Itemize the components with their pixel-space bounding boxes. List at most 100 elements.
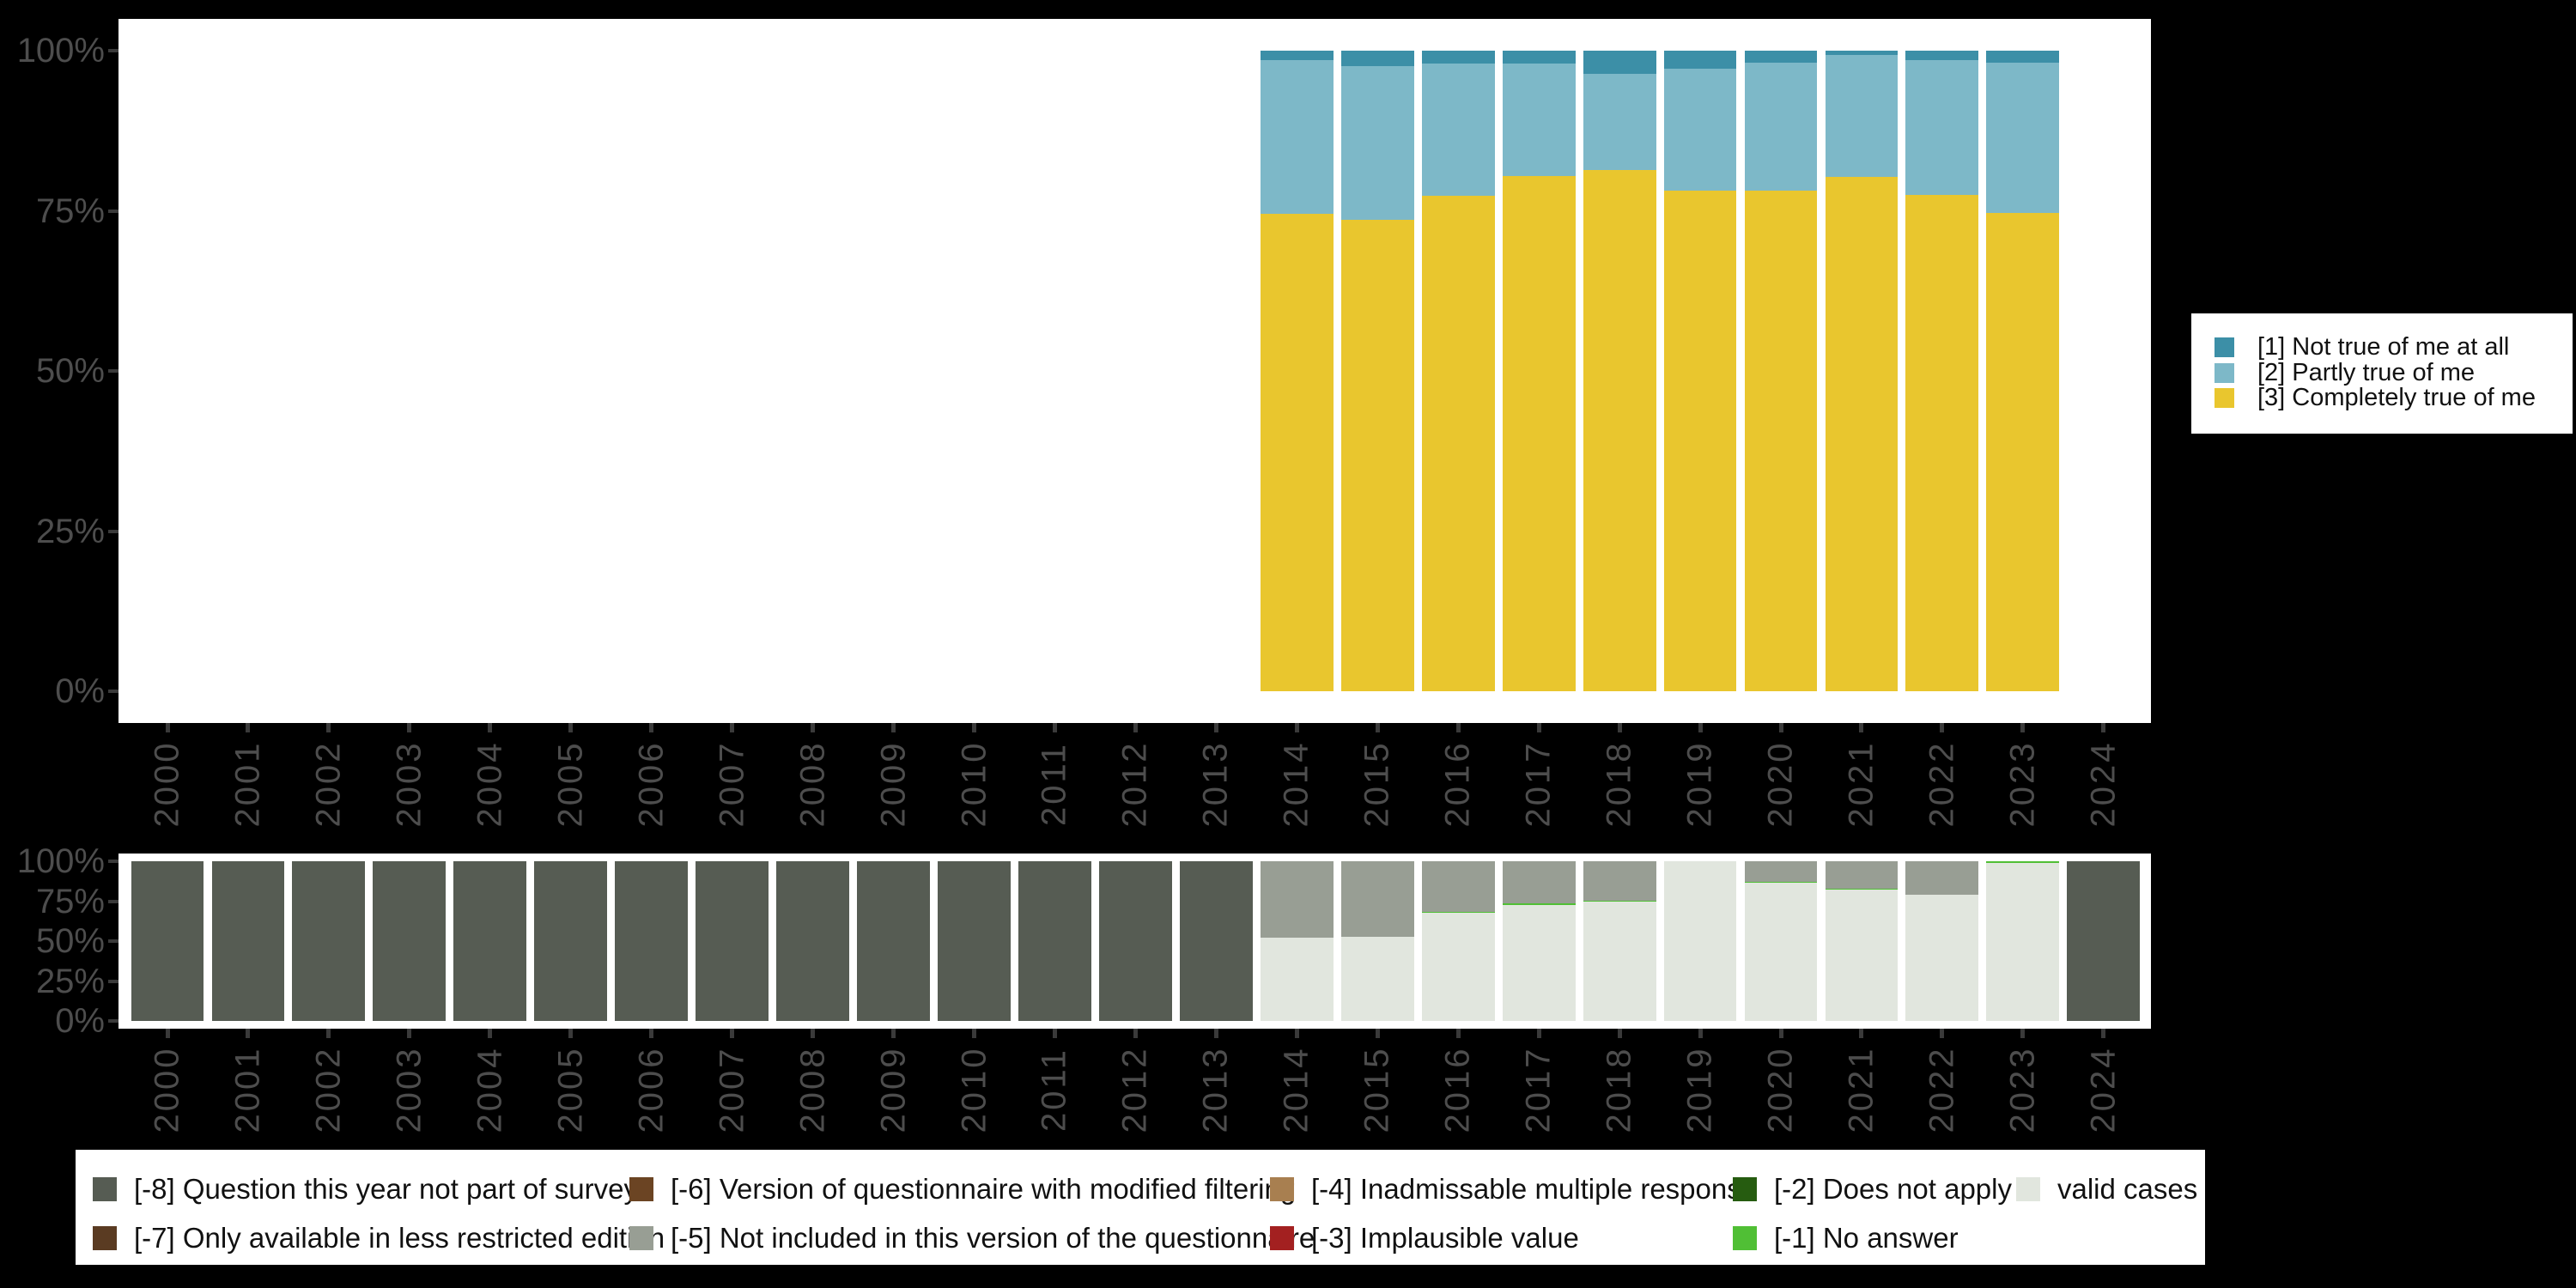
bar-segment [1825, 889, 1899, 1021]
bar-segment [2067, 861, 2141, 1021]
x-tick-label: 2021 [1842, 1046, 1880, 1133]
x-tick-label: 2022 [1923, 740, 1961, 828]
bar-segment [1825, 888, 1899, 890]
bar-segment [1825, 176, 1899, 691]
bar-segment [1421, 861, 1495, 912]
x-axis-tick [1617, 1029, 1622, 1039]
legend-label: [-7] Only available in less restricted e… [134, 1222, 665, 1254]
bar-segment [1421, 913, 1495, 1021]
missing-codes-legend: [-8] Question this year not part of surv… [76, 1150, 2205, 1265]
x-tick-label: 2013 [1196, 1046, 1235, 1133]
y-tick-label: 50% [35, 352, 105, 390]
x-axis-tick [1375, 723, 1380, 733]
bar-segment [1340, 65, 1414, 220]
x-tick-label: 2006 [632, 1046, 671, 1133]
x-tick-label: 2000 [148, 740, 186, 828]
legend-label: [-8] Question this year not part of surv… [134, 1173, 638, 1205]
bar-segment [453, 861, 527, 1021]
x-axis-tick [1052, 723, 1057, 733]
x-axis-tick [2101, 1029, 2106, 1039]
x-tick-label: 2008 [793, 1046, 832, 1133]
x-tick-label: 2020 [1761, 1046, 1800, 1133]
x-axis-tick [1294, 1029, 1299, 1039]
bar-segment [1421, 63, 1495, 197]
x-axis-tick [1213, 723, 1218, 733]
bar-segment [1986, 63, 2060, 214]
bar-segment [776, 861, 850, 1021]
x-tick-label: 2016 [1438, 740, 1477, 828]
legend-swatch [2215, 337, 2234, 357]
bar-segment [1260, 861, 1334, 939]
y-axis-tick [108, 529, 119, 533]
bar-segment [1663, 68, 1737, 191]
x-tick-label: 2003 [390, 1046, 428, 1133]
x-axis-tick [811, 1029, 816, 1039]
legend-swatch [629, 1226, 653, 1250]
legend-label: [-6] Version of questionnaire with modif… [671, 1173, 1297, 1205]
bar-segment [1905, 895, 1979, 1021]
legend-swatch [93, 1177, 117, 1201]
x-axis-tick [568, 723, 574, 733]
y-tick-label: 25% [35, 512, 105, 550]
bar-segment [1502, 903, 1576, 906]
x-tick-label: 2011 [1035, 1047, 1073, 1133]
x-axis-tick [1698, 1029, 1703, 1039]
bar-segment [1986, 862, 2060, 1021]
bar-segment [1744, 63, 1818, 191]
response-legend: [1] Not true of me at all [2] Partly true… [2191, 313, 2573, 434]
x-tick-label: 2009 [874, 740, 913, 828]
x-axis-tick [972, 723, 976, 733]
x-axis-tick [730, 723, 735, 733]
x-axis-tick [649, 1029, 654, 1039]
x-tick-label: 2021 [1842, 740, 1880, 828]
x-tick-label: 2010 [955, 740, 993, 828]
x-axis-tick [1455, 1029, 1461, 1039]
x-tick-label: 2005 [551, 1046, 590, 1133]
x-tick-label: 2018 [1600, 1046, 1638, 1133]
y-axis-tick [108, 939, 119, 943]
bar-segment [1905, 194, 1979, 691]
x-tick-label: 2022 [1923, 1046, 1961, 1133]
x-axis-tick [488, 723, 493, 733]
x-axis-tick [1617, 723, 1622, 733]
x-axis-tick [649, 723, 654, 733]
legend-label: [-2] Does not apply [1774, 1173, 2012, 1205]
x-tick-label: 2023 [2003, 1046, 2042, 1133]
y-tick-label: 75% [35, 882, 105, 920]
y-tick-label: 100% [16, 842, 105, 880]
x-axis-tick [407, 1029, 412, 1039]
bar-segment [1098, 861, 1172, 1021]
bar-segment [1502, 51, 1576, 64]
x-tick-label: 2015 [1358, 740, 1396, 828]
x-tick-label: 2024 [2084, 740, 2123, 828]
x-axis-tick [2020, 723, 2026, 733]
bar-segment [1583, 900, 1656, 902]
x-axis-tick [891, 1029, 896, 1039]
y-axis-tick [108, 979, 119, 983]
x-tick-label: 2016 [1438, 1046, 1477, 1133]
bar-segment [1502, 63, 1576, 177]
x-axis-tick [730, 1029, 735, 1039]
y-tick-label: 100% [16, 32, 105, 70]
y-axis-tick [108, 49, 119, 52]
x-axis-tick [488, 1029, 493, 1039]
x-tick-label: 2014 [1277, 1046, 1315, 1133]
x-axis-tick [1213, 1029, 1218, 1039]
y-axis-tick [108, 690, 119, 693]
y-axis-tick [108, 860, 119, 863]
legend-label: valid cases [2057, 1173, 2198, 1205]
x-tick-label: 2002 [309, 1046, 348, 1133]
legend-swatch [1270, 1177, 1294, 1201]
x-tick-label: 2012 [1115, 740, 1154, 828]
x-axis-tick [326, 723, 331, 733]
x-axis-tick [246, 723, 251, 733]
bar-segment [1502, 861, 1576, 904]
legend-swatch [629, 1177, 653, 1201]
x-axis-tick [1859, 723, 1864, 733]
x-tick-label: 2004 [471, 1046, 509, 1133]
bar-segment [534, 861, 608, 1021]
x-tick-label: 2014 [1277, 740, 1315, 828]
x-tick-label: 2023 [2003, 740, 2042, 828]
legend-swatch [1733, 1177, 1757, 1201]
